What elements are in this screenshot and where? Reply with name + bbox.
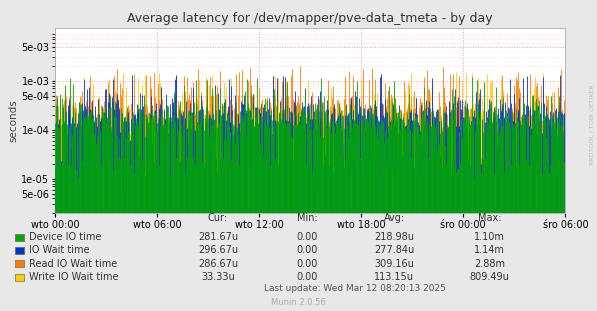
Text: Max:: Max: <box>478 213 501 223</box>
Text: Avg:: Avg: <box>383 213 405 223</box>
Text: 113.15u: 113.15u <box>374 272 414 282</box>
Text: Cur:: Cur: <box>208 213 228 223</box>
Text: 1.14m: 1.14m <box>474 245 505 255</box>
Y-axis label: seconds: seconds <box>8 99 19 142</box>
Text: 0.00: 0.00 <box>297 245 318 255</box>
Text: Min:: Min: <box>297 213 318 223</box>
Text: 0.00: 0.00 <box>297 259 318 269</box>
Text: 296.67u: 296.67u <box>198 245 238 255</box>
Text: Munin 2.0.56: Munin 2.0.56 <box>271 298 326 307</box>
Text: Write IO Wait time: Write IO Wait time <box>29 272 118 282</box>
Text: RRDTOOL / TOBI OETIKER: RRDTOOL / TOBI OETIKER <box>589 84 594 165</box>
Text: 33.33u: 33.33u <box>201 272 235 282</box>
Title: Average latency for /dev/mapper/pve-data_tmeta - by day: Average latency for /dev/mapper/pve-data… <box>127 12 493 26</box>
Text: 0.00: 0.00 <box>297 232 318 242</box>
Text: 2.88m: 2.88m <box>474 259 505 269</box>
Text: 0.00: 0.00 <box>297 272 318 282</box>
Text: Read IO Wait time: Read IO Wait time <box>29 259 117 269</box>
Text: 218.98u: 218.98u <box>374 232 414 242</box>
Text: 809.49u: 809.49u <box>470 272 509 282</box>
Text: 281.67u: 281.67u <box>198 232 238 242</box>
Text: IO Wait time: IO Wait time <box>29 245 89 255</box>
Text: Last update: Wed Mar 12 08:20:13 2025: Last update: Wed Mar 12 08:20:13 2025 <box>264 284 446 293</box>
Text: 309.16u: 309.16u <box>374 259 414 269</box>
Text: 277.84u: 277.84u <box>374 245 414 255</box>
Text: 1.10m: 1.10m <box>474 232 505 242</box>
Text: Device IO time: Device IO time <box>29 232 101 242</box>
Text: 286.67u: 286.67u <box>198 259 238 269</box>
